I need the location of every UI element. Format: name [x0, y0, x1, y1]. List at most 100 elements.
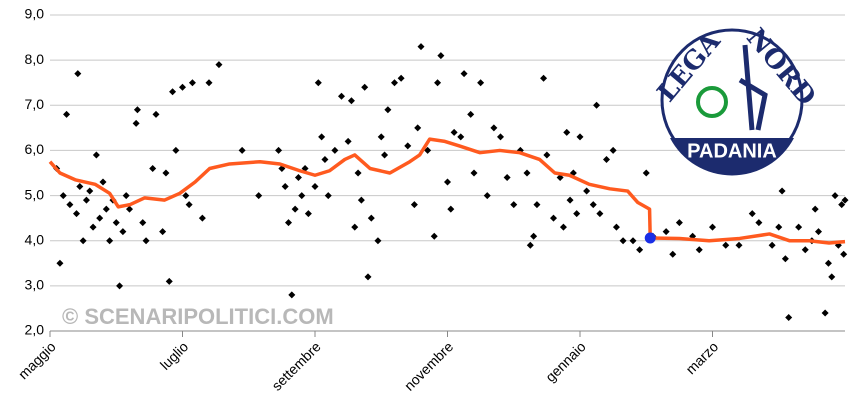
data-point [675, 219, 683, 227]
data-point [96, 214, 104, 222]
data-point [576, 133, 584, 141]
data-point [142, 237, 150, 245]
y-tick-label: 9,0 [25, 6, 45, 22]
data-point [450, 128, 458, 136]
data-point [59, 192, 67, 200]
data-point [169, 88, 177, 96]
data-point [566, 196, 574, 204]
data-point [74, 70, 82, 78]
data-point [669, 250, 677, 258]
x-tick-label: maggio [15, 338, 59, 382]
data-point [609, 146, 617, 154]
data-point [172, 146, 180, 154]
data-point [294, 174, 302, 182]
logo-band [670, 138, 794, 176]
data-point [76, 183, 84, 191]
data-point [205, 79, 213, 87]
data-point [748, 210, 756, 218]
logo-figure [738, 44, 768, 131]
data-point [533, 201, 541, 209]
trend-line [48, 137, 846, 245]
data-point [152, 110, 160, 118]
data-point [275, 146, 283, 154]
data-point [99, 178, 107, 186]
data-point [122, 192, 130, 200]
data-point [589, 201, 597, 209]
x-tick-label: gennaio [542, 338, 589, 385]
data-point [457, 133, 465, 141]
logo-flower [696, 86, 728, 118]
data-point [92, 151, 100, 159]
data-point [119, 228, 127, 236]
data-point [56, 259, 64, 267]
data-point [470, 169, 478, 177]
data-point [437, 52, 445, 60]
data-point [811, 205, 819, 213]
data-point [490, 124, 498, 132]
data-point [467, 110, 475, 118]
data-point [483, 192, 491, 200]
data-point [497, 133, 504, 141]
data-point [179, 83, 186, 91]
data-point [318, 133, 326, 141]
data-point [709, 223, 716, 231]
data-point [477, 79, 485, 87]
data-point [377, 133, 385, 141]
highlight-point [644, 232, 656, 244]
data-point [785, 313, 793, 321]
data-point [63, 110, 71, 118]
data-point [460, 70, 468, 78]
data-point [530, 232, 538, 240]
data-point [695, 246, 703, 254]
data-point [304, 210, 312, 218]
data-point [619, 237, 627, 245]
data-point [815, 228, 822, 236]
data-point [841, 196, 849, 204]
data-point [755, 219, 763, 227]
data-point [159, 228, 167, 236]
y-tick-label: 8,0 [25, 51, 45, 67]
data-point [662, 228, 670, 236]
data-point [775, 223, 783, 231]
data-point [795, 223, 803, 231]
x-tick-label: novembre [401, 338, 456, 393]
data-point [188, 79, 196, 87]
data-point [424, 146, 432, 154]
data-point [559, 223, 567, 231]
data-point [573, 210, 581, 218]
data-point [824, 259, 832, 267]
data-point [361, 83, 369, 91]
data-point [526, 241, 534, 249]
logo: LEGA NORD PADANIA [652, 23, 821, 176]
x-tick-label: settembre [268, 338, 323, 393]
data-point [596, 210, 604, 218]
data-point [510, 201, 518, 209]
data-point [447, 205, 455, 213]
data-point [523, 169, 531, 177]
data-point [768, 241, 776, 249]
data-point [364, 273, 372, 281]
watermark: © SCENARIPOLITICI.COM [62, 304, 334, 329]
data-point [112, 219, 120, 227]
data-point [367, 214, 375, 222]
y-tick-label: 3,0 [25, 277, 45, 293]
data-point [540, 74, 548, 82]
data-point [636, 246, 644, 254]
data-point [434, 79, 442, 87]
data-point [543, 151, 551, 159]
data-point [185, 201, 193, 209]
data-point [324, 192, 332, 200]
data-point [106, 237, 114, 245]
data-point [133, 106, 141, 114]
data-point [149, 164, 157, 172]
data-point [391, 79, 398, 87]
data-point [132, 119, 140, 127]
data-point [838, 201, 846, 209]
data-point [331, 146, 339, 154]
y-tick-label: 4,0 [25, 231, 45, 247]
data-point [351, 223, 359, 231]
y-tick-label: 2,0 [25, 322, 45, 338]
data-point [642, 169, 650, 177]
y-tick-label: 7,0 [25, 96, 45, 112]
